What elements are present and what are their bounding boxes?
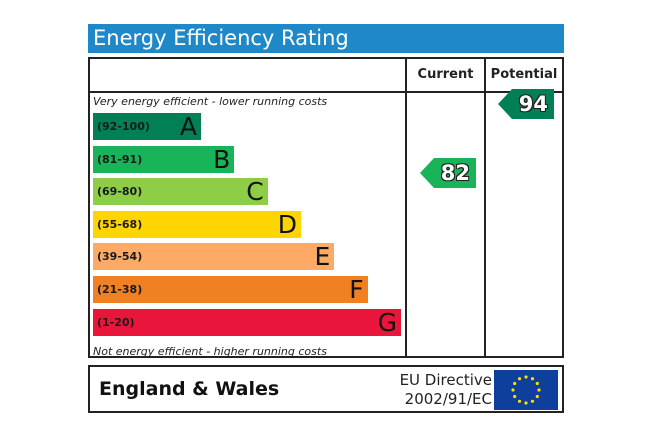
band-letter: B — [213, 144, 231, 174]
band-range: (1-20) — [97, 315, 135, 329]
band-letter: D — [277, 209, 297, 239]
band-range: (21-38) — [97, 283, 143, 296]
band-letter: E — [314, 242, 331, 272]
region-label: England & Wales — [99, 378, 280, 400]
eu-flag-icon — [494, 370, 558, 410]
directive-line-2: 2002/91/EC — [404, 390, 492, 408]
column-divider-current — [405, 59, 407, 356]
top-note: Very energy efficient - lower running co… — [93, 95, 328, 108]
band-range: (92-100) — [97, 120, 150, 133]
eu-directive: EU Directive 2002/91/EC — [380, 371, 492, 409]
band-c: (69-80) C — [93, 177, 268, 207]
rating-grid: Current Potential Very energy efficient … — [88, 57, 564, 358]
footer: England & Wales EU Directive 2002/91/EC — [88, 365, 564, 413]
column-divider-potential — [484, 59, 486, 356]
potential-rating-value: 94 — [518, 92, 548, 116]
current-rating-value: 82 — [440, 160, 470, 185]
band-range: (55-68) — [97, 217, 143, 231]
potential-column-header: Potential — [490, 67, 558, 82]
band-b: (81-91) B — [93, 144, 235, 174]
band-d: (55-68) D — [93, 209, 301, 239]
band-a: (92-100) A — [93, 113, 201, 140]
bottom-note: Not energy efficient - higher running co… — [93, 345, 327, 358]
band-letter: G — [377, 307, 397, 337]
current-rating-arrow: 82 — [420, 157, 476, 188]
band-letter: F — [349, 275, 364, 304]
band-g: (1-20) G — [93, 307, 401, 337]
band-letter: A — [179, 112, 197, 141]
band-e: (39-54) E — [93, 242, 335, 272]
header-divider — [90, 91, 562, 93]
energy-rating-chart: Energy Efficiency Rating Current Potenti… — [88, 24, 564, 413]
chart-title: Energy Efficiency Rating — [88, 24, 564, 53]
directive-line-1: EU Directive — [399, 371, 492, 389]
current-column-header: Current — [417, 67, 474, 82]
band-range: (39-54) — [97, 250, 143, 264]
band-range: (69-80) — [97, 185, 143, 199]
band-range: (81-91) — [97, 152, 143, 166]
potential-rating-arrow: 94 — [498, 89, 554, 119]
band-letter: C — [246, 177, 264, 207]
band-f: (21-38) F — [93, 276, 368, 303]
